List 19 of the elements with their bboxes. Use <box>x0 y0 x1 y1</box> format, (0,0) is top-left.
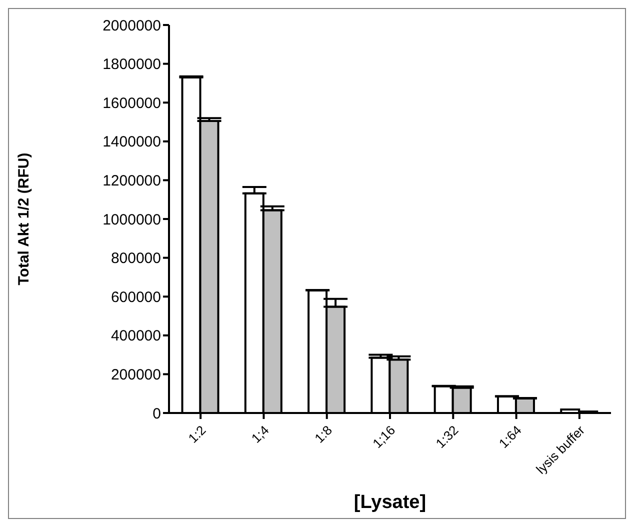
y-tick-label: 600000 <box>110 288 161 306</box>
x-tick-label: 1:8 <box>312 422 335 446</box>
x-axis-title: [Lysate] <box>354 492 426 513</box>
y-tick-label: 1600000 <box>102 94 161 112</box>
x-tick-label: 1;16 <box>370 422 398 452</box>
y-tick-label: 1400000 <box>102 134 161 151</box>
y-tick-label: 800000 <box>110 250 161 268</box>
y-tick-label: 200000 <box>110 366 161 384</box>
x-tick-label: 1;4 <box>248 422 272 446</box>
y-tick-label: 1200000 <box>102 172 161 190</box>
y-tick-label: 0 <box>152 405 161 422</box>
y-tick-label: 1800000 <box>102 56 161 74</box>
x-tick-label: 1:2 <box>185 422 209 446</box>
y-tick-label: 400000 <box>110 328 161 345</box>
x-tick-label: 1:32 <box>432 422 462 452</box>
y-axis-title: Total Akt 1/2 (RFU) <box>15 152 32 286</box>
y-tick-label: 2000000 <box>102 17 161 34</box>
x-tick-label: 1:64 <box>496 422 524 452</box>
y-tick-label: 1000000 <box>102 211 161 228</box>
